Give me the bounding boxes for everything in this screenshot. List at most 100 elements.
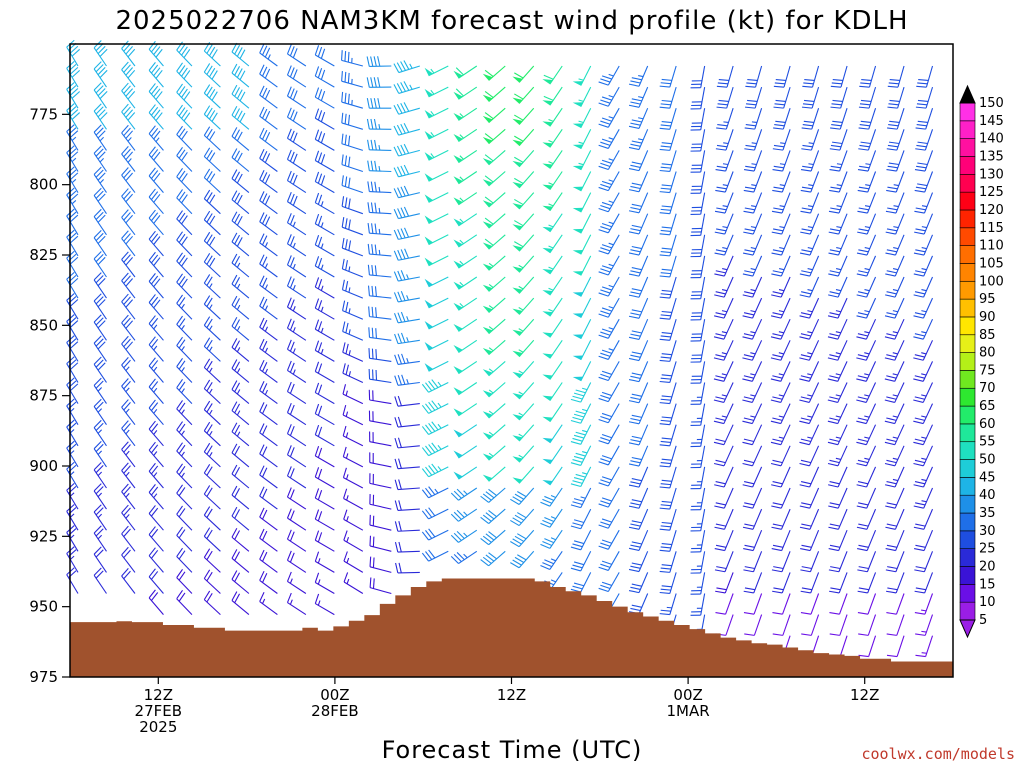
wind-barb xyxy=(231,570,250,594)
wind-barb xyxy=(510,508,535,527)
wind-barb xyxy=(743,171,763,193)
wind-barb xyxy=(716,65,734,88)
wind-barb xyxy=(828,551,848,573)
wind-barb xyxy=(121,504,136,531)
wind-barb xyxy=(148,104,164,130)
wind-barb xyxy=(659,361,677,384)
wind-barb xyxy=(203,105,221,130)
wind-barb xyxy=(286,213,307,236)
wind-barb xyxy=(259,359,278,383)
wind-barb xyxy=(286,128,307,151)
wind-barb xyxy=(715,150,734,172)
wind-barb xyxy=(286,550,307,573)
wind-barb xyxy=(770,361,791,382)
wind-barb xyxy=(742,340,763,361)
x-tick-label: 1MAR xyxy=(667,702,710,720)
wind-barb xyxy=(570,382,592,403)
wind-barb xyxy=(203,527,221,552)
wind-barb xyxy=(482,255,506,271)
wind-barb xyxy=(598,129,620,149)
wind-barb xyxy=(93,272,107,299)
wind-barb xyxy=(690,424,706,448)
wind-barb xyxy=(857,192,877,214)
wind-barb xyxy=(628,171,649,193)
wind-barb xyxy=(453,382,478,396)
wind-barb xyxy=(286,65,307,88)
wind-barb xyxy=(393,227,420,240)
wind-barb xyxy=(203,485,221,510)
colorbar-bin xyxy=(959,512,976,532)
wind-barb xyxy=(367,243,392,257)
wind-barb xyxy=(341,279,364,299)
wind-barb xyxy=(148,484,164,510)
wind-barb xyxy=(148,146,164,172)
wind-barb xyxy=(799,340,820,361)
wind-barb xyxy=(148,83,164,109)
wind-barb xyxy=(450,487,478,501)
wind-barb xyxy=(659,108,677,130)
wind-barb xyxy=(885,529,905,552)
wind-barb xyxy=(93,166,107,193)
wind-barb xyxy=(512,424,535,442)
wind-barb xyxy=(628,107,649,129)
colorbar-bin xyxy=(959,459,976,478)
wind-barb xyxy=(121,420,136,447)
wind-barb xyxy=(886,150,905,172)
wind-barb xyxy=(482,128,506,145)
wind-barb xyxy=(93,483,107,510)
wind-barb xyxy=(286,234,307,257)
wind-barb xyxy=(512,128,535,147)
wind-barb xyxy=(367,285,392,299)
colorbar-bin xyxy=(959,156,976,175)
wind-barb xyxy=(93,567,107,594)
wind-barb xyxy=(572,65,592,86)
wind-barb xyxy=(598,65,620,86)
colorbar-bin xyxy=(959,316,976,336)
wind-barb xyxy=(231,63,250,88)
wind-barb xyxy=(93,230,107,257)
wind-barb xyxy=(231,528,250,552)
wind-barb xyxy=(203,189,221,215)
wind-barb xyxy=(598,276,620,297)
wind-barb xyxy=(341,112,363,130)
wind-barb xyxy=(913,466,934,488)
wind-barb xyxy=(598,361,620,382)
wind-barb xyxy=(772,171,791,193)
wind-barb xyxy=(857,593,877,615)
wind-barb xyxy=(771,276,791,298)
wind-barb xyxy=(259,507,278,531)
wind-barb xyxy=(421,486,449,499)
wind-barb xyxy=(770,445,791,467)
wind-barb xyxy=(341,237,364,257)
wind-barb xyxy=(203,63,221,88)
wind-barb xyxy=(598,255,620,276)
wind-barb xyxy=(424,234,449,246)
wind-barb xyxy=(121,40,136,67)
wind-barb xyxy=(885,276,905,298)
wind-barb xyxy=(176,590,193,615)
wind-barb xyxy=(886,614,905,636)
wind-barb xyxy=(540,529,563,549)
wind-barb xyxy=(314,129,335,151)
wind-barb xyxy=(915,86,934,109)
wind-barb xyxy=(542,361,563,380)
wind-barb xyxy=(148,251,164,278)
wind-barb xyxy=(424,276,449,288)
wind-barb xyxy=(231,464,250,489)
colorbar-bin xyxy=(959,530,976,549)
wind-barb xyxy=(176,357,193,383)
chart-title: 2025022706 NAM3KM forecast wind profile … xyxy=(115,6,908,36)
wind-barb xyxy=(799,234,820,256)
wind-barb xyxy=(512,65,535,83)
colorbar-tick-label: 135 xyxy=(979,149,1004,164)
wind-barb xyxy=(176,104,193,130)
colorbar-bin xyxy=(959,209,976,229)
wind-barb xyxy=(540,550,563,570)
wind-barb xyxy=(393,102,420,115)
wind-barb xyxy=(598,382,620,403)
wind-barb xyxy=(799,382,820,403)
colorbar-tick-label: 80 xyxy=(979,346,996,361)
wind-barb xyxy=(570,445,592,466)
wind-barb xyxy=(770,382,791,403)
